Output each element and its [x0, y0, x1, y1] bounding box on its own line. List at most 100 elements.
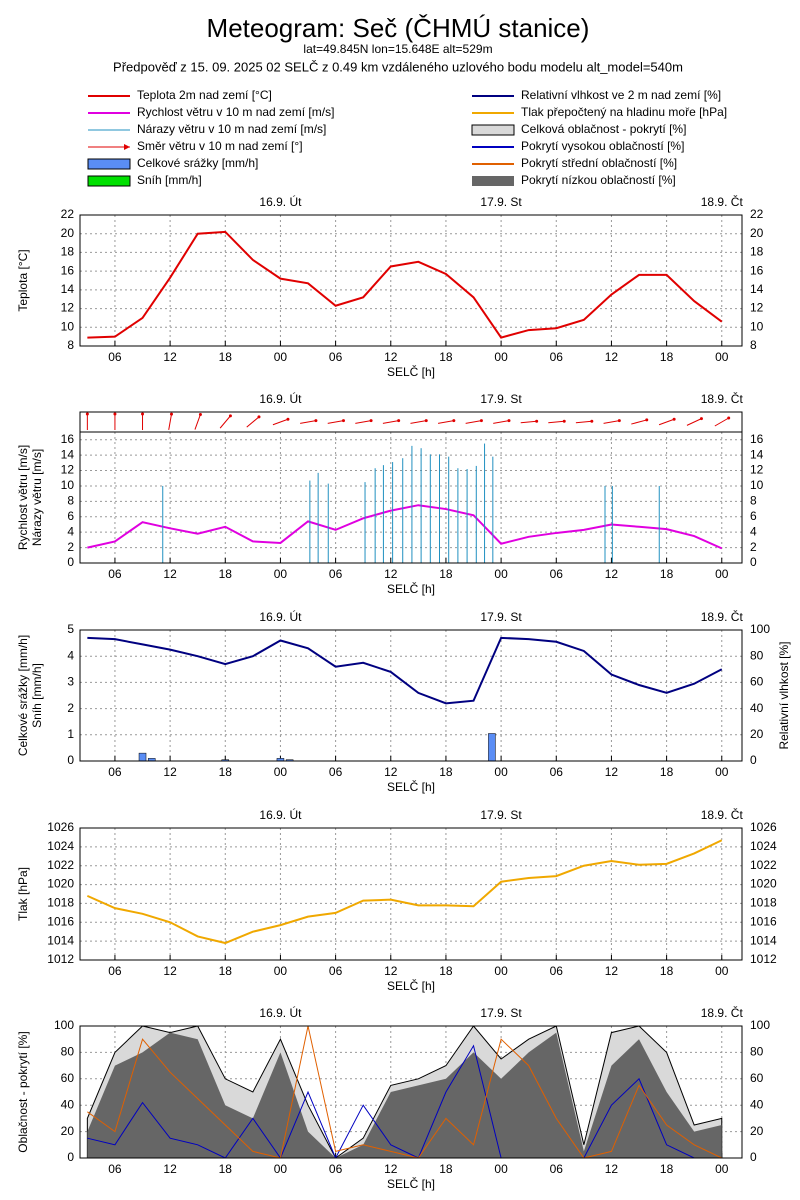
y-tick-label: 100 [750, 1018, 770, 1032]
wind-arrow [575, 419, 594, 424]
y-tick-label: 18 [61, 245, 75, 259]
data-layer [86, 839, 723, 945]
y-tick-label: 1012 [47, 952, 74, 966]
y-tick-label: 20 [61, 1124, 75, 1138]
y-tick-label: 20 [750, 226, 764, 240]
arrow-head [85, 412, 89, 416]
y-tick-label: 16 [61, 432, 75, 446]
wind-arrow [219, 414, 232, 429]
legend-swatch [472, 176, 514, 186]
arrow-head [286, 417, 290, 421]
forecast: Předpověď z 15. 09. 2025 02 SELČ z 0.49 … [113, 59, 683, 74]
y-tick-label: 0 [750, 1150, 757, 1164]
x-tick-label: 00 [715, 567, 729, 581]
y-tick-label: 10 [61, 478, 75, 492]
arrow-head [479, 419, 483, 423]
y-tick-label: 14 [61, 282, 75, 296]
x-tick-label: 12 [605, 350, 619, 364]
wind-arrow [437, 419, 456, 424]
legend-swatch [87, 175, 131, 187]
series-line [87, 1026, 722, 1158]
legend-label: Nárazy větru v 10 m nad zemí [m/s] [137, 122, 326, 136]
legend-label: Celkové srážky [mm/h] [137, 156, 258, 170]
legend-label: Sníh [mm/h] [137, 173, 202, 187]
bar [147, 758, 156, 761]
y-tick-label: 1014 [750, 933, 777, 947]
wind-arrow [493, 419, 511, 424]
wind-arrow [113, 412, 117, 430]
arrow-head [257, 415, 261, 419]
wind-arrow [603, 419, 621, 424]
arrow-head [535, 419, 539, 423]
y-tick-label: 14 [61, 447, 75, 461]
wind-arrow [548, 419, 566, 424]
arrow-head [645, 418, 649, 422]
day-label: 18.9. Čt [701, 807, 744, 822]
y-tick-label: 16 [750, 263, 764, 277]
x-tick-label: 00 [715, 1162, 729, 1176]
y2-tick-label: 60 [750, 675, 764, 689]
x-tick-label: 00 [494, 765, 508, 779]
x-tick-label: 12 [605, 567, 619, 581]
y-tick-label: 6 [67, 509, 74, 523]
x-tick-label: 12 [605, 1162, 619, 1176]
arrow-shaft [410, 420, 427, 424]
legend-label: Relativní vlhkost ve 2 m nad zemí [%] [521, 88, 721, 102]
arrow-head [562, 419, 566, 423]
y2-axis-label: Relativní vlhkost [%] [777, 641, 791, 749]
y-tick-label: 0 [67, 555, 74, 569]
x-axis-label: SELČ [h] [387, 1176, 435, 1191]
arrow-shaft [631, 419, 647, 425]
series-area [87, 1032, 722, 1158]
wind-arrow [141, 412, 145, 430]
x-axis-label: SELČ [h] [387, 779, 435, 794]
x-tick-label: 12 [163, 567, 177, 581]
day-label: 18.9. Čt [701, 194, 744, 209]
y-tick-label: 1022 [750, 858, 777, 872]
y-tick-label: 5 [67, 622, 74, 636]
arrow-shaft [548, 420, 565, 424]
arrow-head [617, 419, 621, 423]
arrow-shaft [194, 414, 201, 430]
y-tick-label: 1 [67, 727, 74, 741]
wind-arrow [194, 412, 202, 430]
arrow-head [424, 419, 428, 423]
arrow-shaft [437, 420, 454, 424]
y2-tick-label: 40 [750, 701, 764, 715]
y-tick-label: 4 [750, 524, 757, 538]
arrow-shaft [327, 420, 344, 424]
y-tick-label: 0 [750, 555, 757, 569]
y-axis-label: Teplota [°C] [16, 249, 30, 311]
data-layer [86, 1026, 723, 1158]
y-tick-label: 6 [750, 509, 757, 523]
y-tick-label: 8 [67, 494, 74, 508]
x-tick-label: 18 [439, 350, 453, 364]
plot-frame [79, 214, 743, 347]
day-label: 17.9. St [480, 195, 522, 209]
day-label: 16.9. Út [259, 1005, 302, 1020]
x-tick-label: 06 [550, 567, 564, 581]
bar [138, 752, 147, 761]
arrow-shaft [603, 420, 620, 424]
y-tick-label: 0 [67, 753, 74, 767]
wind-arrow [300, 419, 318, 424]
y-tick-label: 1026 [47, 820, 74, 834]
y-tick-label: 40 [61, 1097, 75, 1111]
arrow-head [169, 412, 173, 416]
x-tick-label: 18 [219, 964, 233, 978]
y-tick-label: 60 [61, 1071, 75, 1085]
y-tick-label: 80 [61, 1045, 75, 1059]
day-label: 16.9. Út [259, 807, 302, 822]
arrow-head [727, 416, 731, 420]
legend-swatch [471, 124, 515, 136]
arrow-shaft [465, 420, 482, 424]
series-line [87, 504, 723, 550]
x-tick-label: 18 [219, 567, 233, 581]
arrow-head [341, 419, 345, 423]
x-tick-label: 18 [660, 1162, 674, 1176]
arrow-shaft [714, 417, 729, 427]
arrow-head [113, 412, 117, 416]
y-tick-label: 100 [54, 1018, 74, 1032]
x-tick-label: 00 [494, 567, 508, 581]
